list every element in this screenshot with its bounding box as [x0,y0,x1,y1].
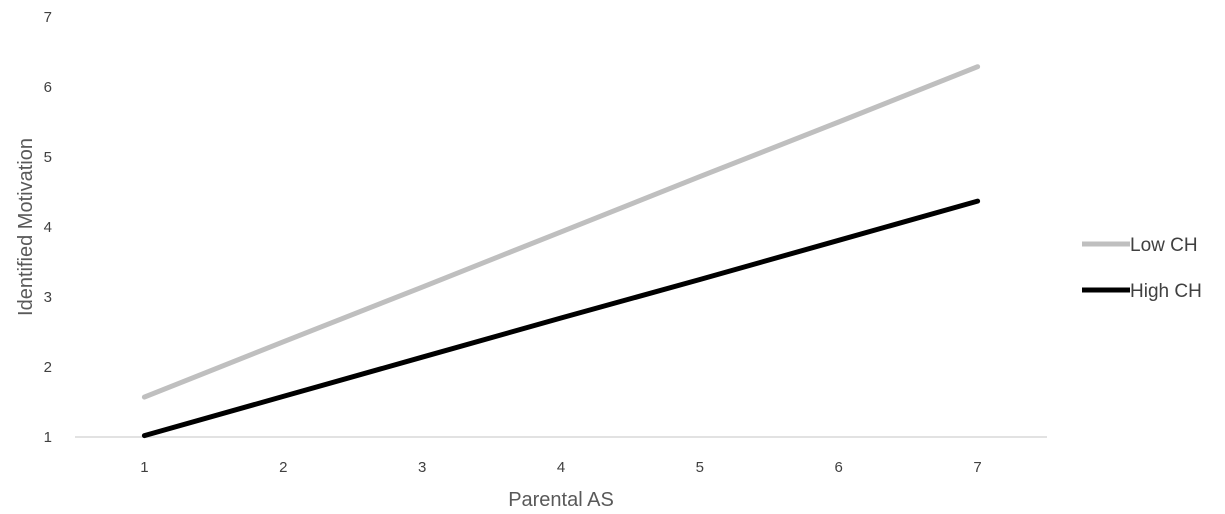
legend-item-high-ch: High CH [1082,281,1202,302]
series-layer [141,64,981,439]
x-tick-label: 2 [279,459,287,476]
y-axis-title: Identified Motivation [15,138,37,316]
x-tick-label: 3 [418,459,426,476]
x-tick-label: 6 [835,459,843,476]
y-tick-label: 1 [44,429,52,446]
x-axis-title: Parental AS [508,489,614,511]
x-tick-label: 4 [557,459,565,476]
legend-item-low-ch: Low CH [1082,235,1198,256]
x-axis-ticks: 1 2 3 4 5 6 7 [140,459,981,476]
series-line-low-ch [141,64,981,400]
y-tick-label: 5 [44,149,52,166]
series-line-high-ch [141,198,981,439]
y-tick-label: 2 [44,359,52,376]
y-tick-label: 6 [44,79,52,96]
legend-label-low-ch: Low CH [1130,235,1198,256]
y-axis-ticks: 1 2 3 4 5 6 7 [44,9,52,446]
y-tick-label: 4 [44,219,52,236]
x-tick-label: 5 [696,459,704,476]
y-tick-label: 7 [44,9,52,26]
x-tick-label: 1 [140,459,148,476]
legend-label-high-ch: High CH [1130,281,1202,302]
x-tick-label: 7 [973,459,981,476]
y-tick-label: 3 [44,289,52,306]
legend: Low CH High CH [1082,235,1202,302]
